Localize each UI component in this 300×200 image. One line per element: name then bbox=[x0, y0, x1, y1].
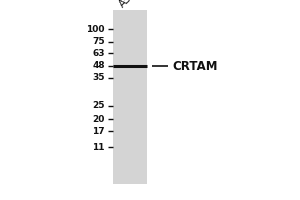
Text: 63: 63 bbox=[92, 48, 105, 58]
Text: 75: 75 bbox=[92, 38, 105, 46]
Text: CRTAM: CRTAM bbox=[172, 60, 218, 72]
Text: 11: 11 bbox=[92, 142, 105, 152]
Text: 100: 100 bbox=[86, 24, 105, 33]
Text: A549: A549 bbox=[117, 0, 144, 9]
Text: 20: 20 bbox=[93, 114, 105, 123]
Text: 48: 48 bbox=[92, 62, 105, 71]
Text: 25: 25 bbox=[92, 102, 105, 110]
Bar bbox=[112, 10, 147, 184]
Text: 35: 35 bbox=[92, 73, 105, 82]
Text: 17: 17 bbox=[92, 127, 105, 136]
